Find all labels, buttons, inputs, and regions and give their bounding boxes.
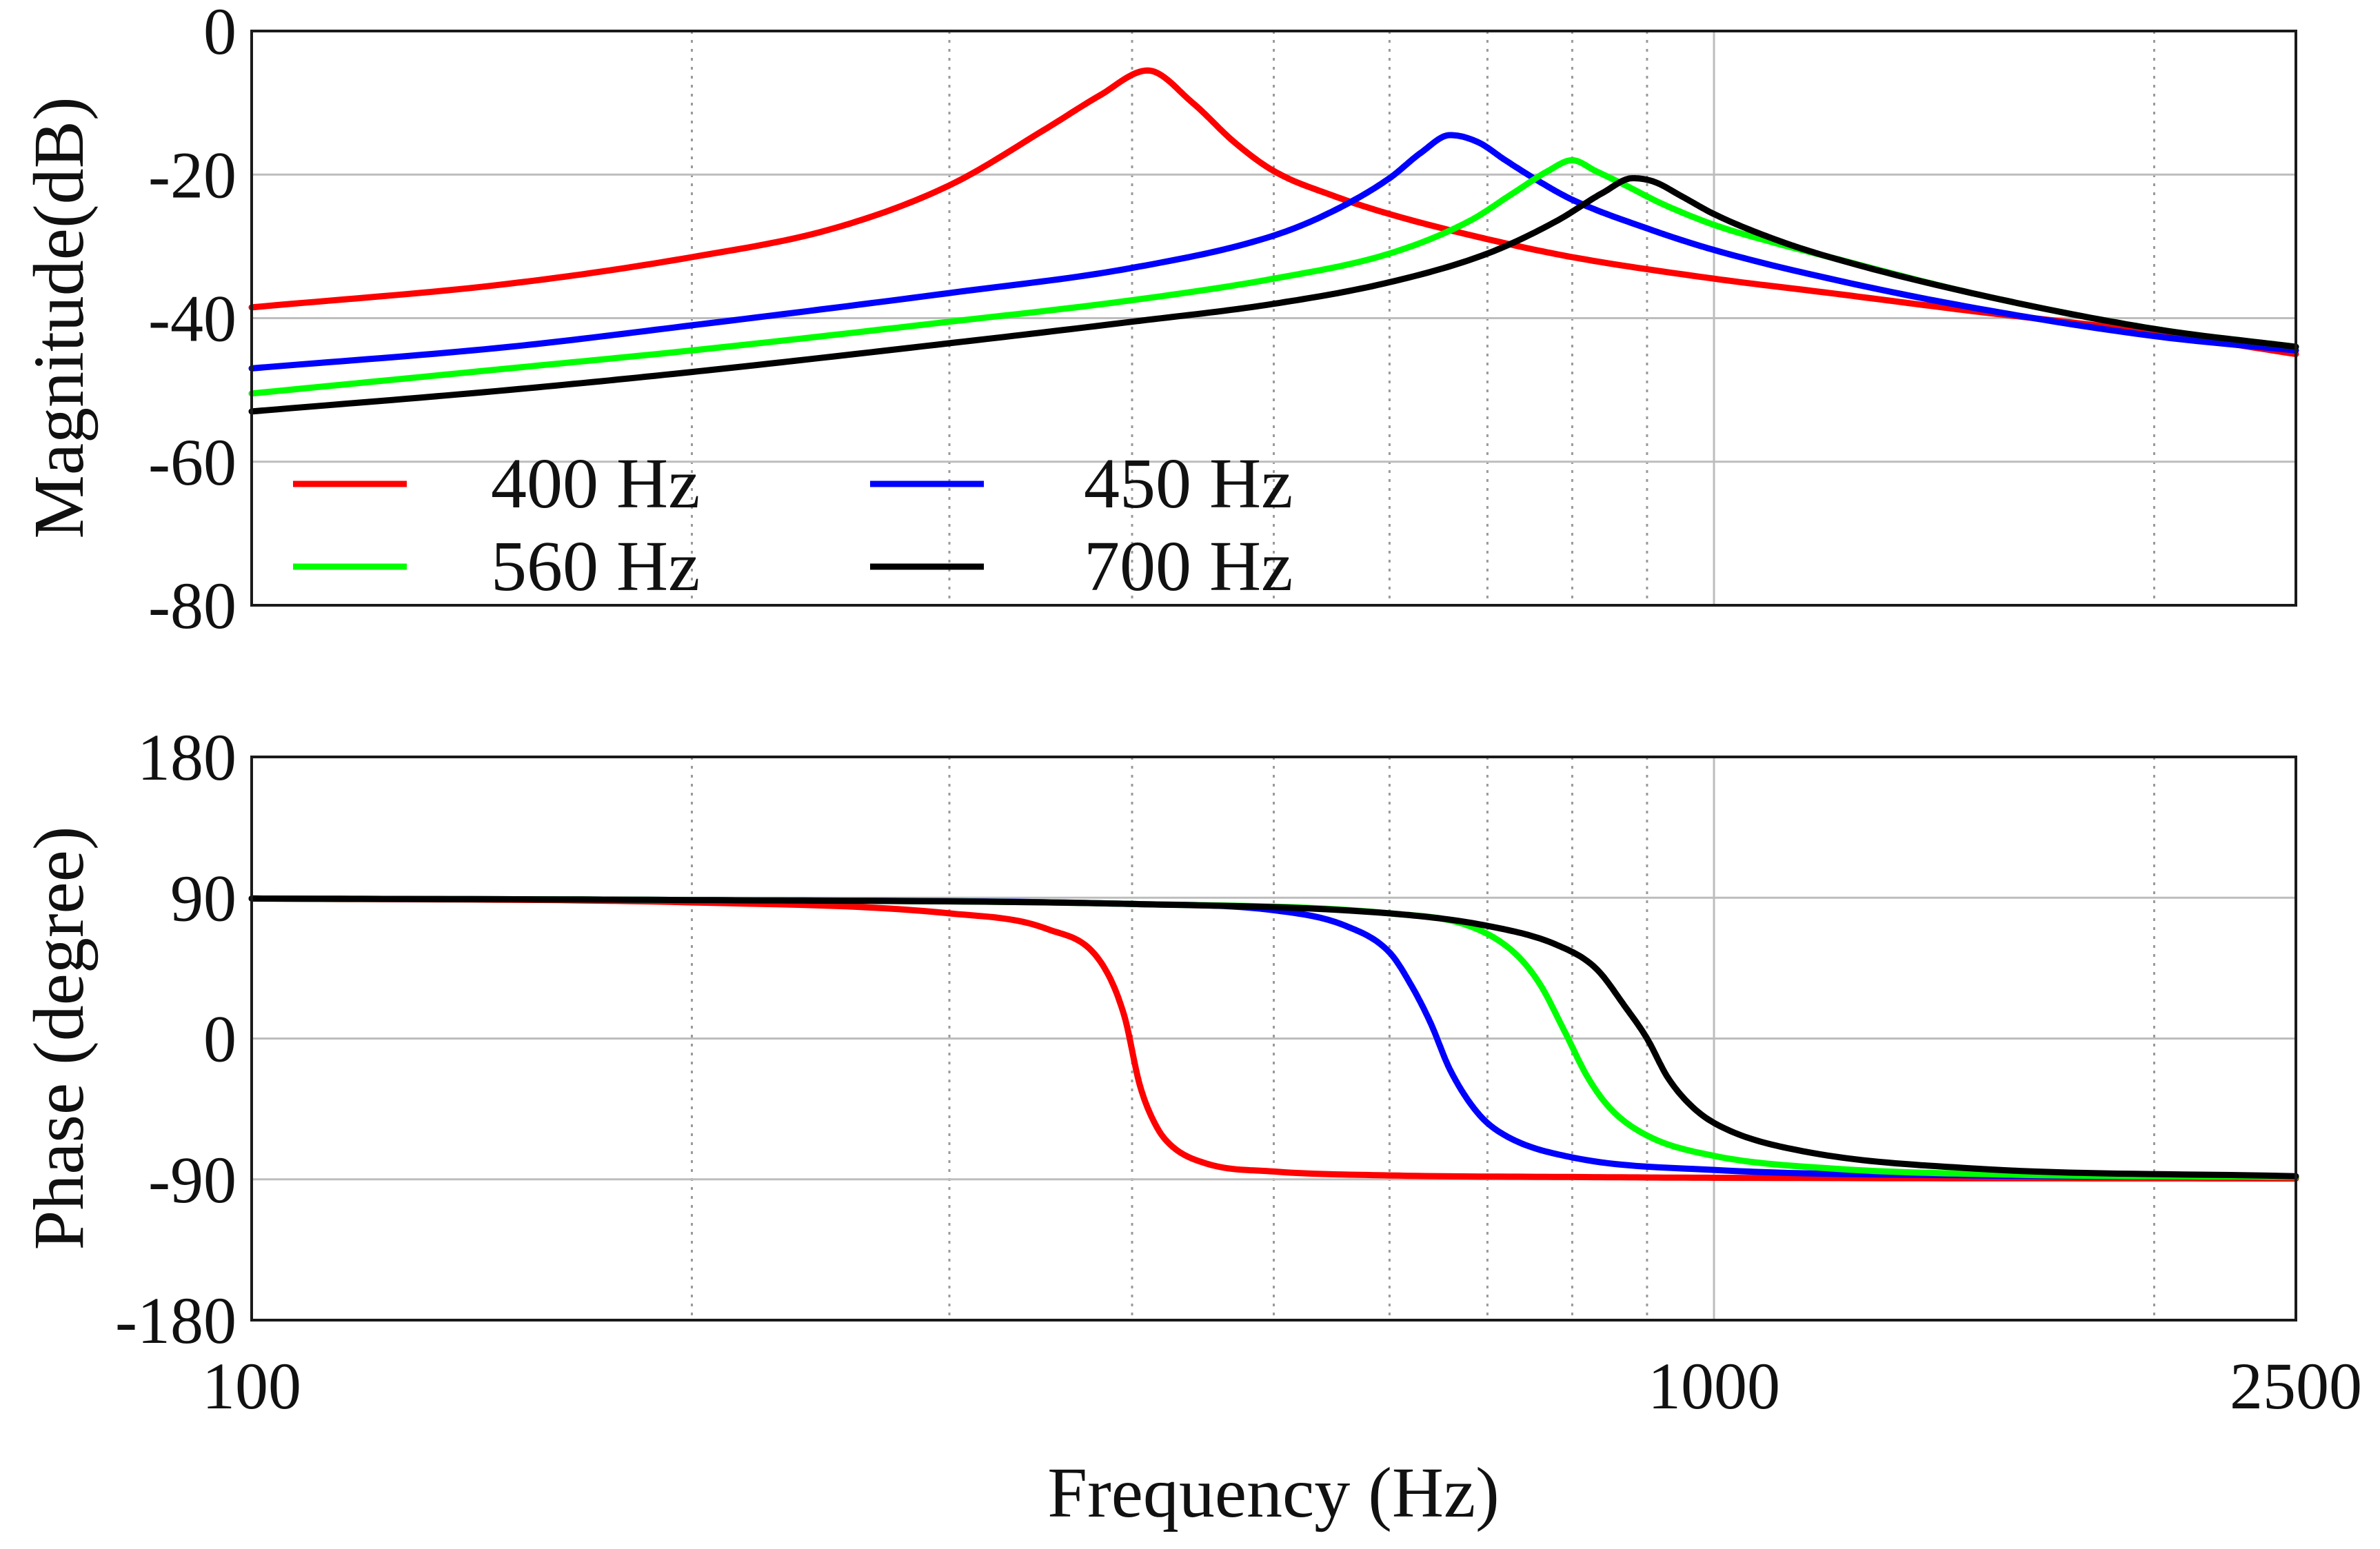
x-tick-label-100: 100 bbox=[202, 1349, 301, 1423]
magnitude-curves bbox=[248, 67, 2299, 415]
legend-label-700hz: 700 Hz bbox=[1084, 527, 1293, 606]
legend-label-400hz: 400 Hz bbox=[491, 444, 700, 523]
legend-label-450hz: 450 Hz bbox=[1084, 444, 1293, 523]
magnitude-plot-frame bbox=[250, 30, 2297, 607]
x-tick-label-1000: 1000 bbox=[1648, 1349, 1780, 1423]
phase-y-axis-label: Phase (degree) bbox=[19, 826, 99, 1250]
magnitude-ytick-label: 0 bbox=[203, 0, 236, 68]
magnitude-ytick-label: -20 bbox=[148, 138, 236, 212]
legend-label-560hz: 560 Hz bbox=[491, 527, 700, 606]
magnitude-curve-450hz bbox=[248, 132, 2299, 372]
phase-y-ticks: 180 90 0 -90 -180 bbox=[115, 720, 236, 1357]
magnitude-ytick-label: -80 bbox=[148, 569, 236, 642]
magnitude-curve-700hz bbox=[248, 175, 2299, 415]
x-ticks: 100 1000 2500 bbox=[202, 1349, 2362, 1423]
magnitude-ytick-label: -40 bbox=[148, 282, 236, 356]
phase-plot-frame bbox=[250, 756, 2297, 1322]
phase-ytick-label: -180 bbox=[115, 1284, 236, 1357]
magnitude-y-axis-label: Magnitude(dB) bbox=[19, 97, 99, 538]
phase-curve-400hz bbox=[248, 895, 2299, 1182]
phase-panel: 180 90 0 -90 -180 Phase (degree) 100 1000 2500… bbox=[19, 720, 2362, 1532]
x-axis-label: Frequency (Hz) bbox=[1047, 1453, 1499, 1532]
magnitude-panel: 0 -20 -40 -60 -80 Magnitude(dB) 400 Hz 450 H… bbox=[19, 0, 2299, 642]
phase-curve-700hz bbox=[248, 895, 2299, 1180]
magnitude-curve-400hz bbox=[248, 67, 2299, 358]
phase-ytick-label: 90 bbox=[170, 861, 236, 935]
phase-ytick-label: 0 bbox=[203, 1002, 236, 1076]
magnitude-ytick-label: -60 bbox=[148, 425, 236, 499]
phase-ytick-label: -90 bbox=[148, 1143, 236, 1217]
phase-grid bbox=[252, 757, 2296, 1320]
phase-curves bbox=[248, 895, 2299, 1182]
legend: 400 Hz 450 Hz 560 Hz 700 Hz bbox=[293, 444, 1293, 606]
magnitude-grid bbox=[252, 31, 2296, 605]
phase-ytick-label: 180 bbox=[137, 720, 236, 794]
x-tick-label-2500: 2500 bbox=[2230, 1349, 2362, 1423]
magnitude-y-ticks: 0 -20 -40 -60 -80 bbox=[148, 0, 236, 642]
